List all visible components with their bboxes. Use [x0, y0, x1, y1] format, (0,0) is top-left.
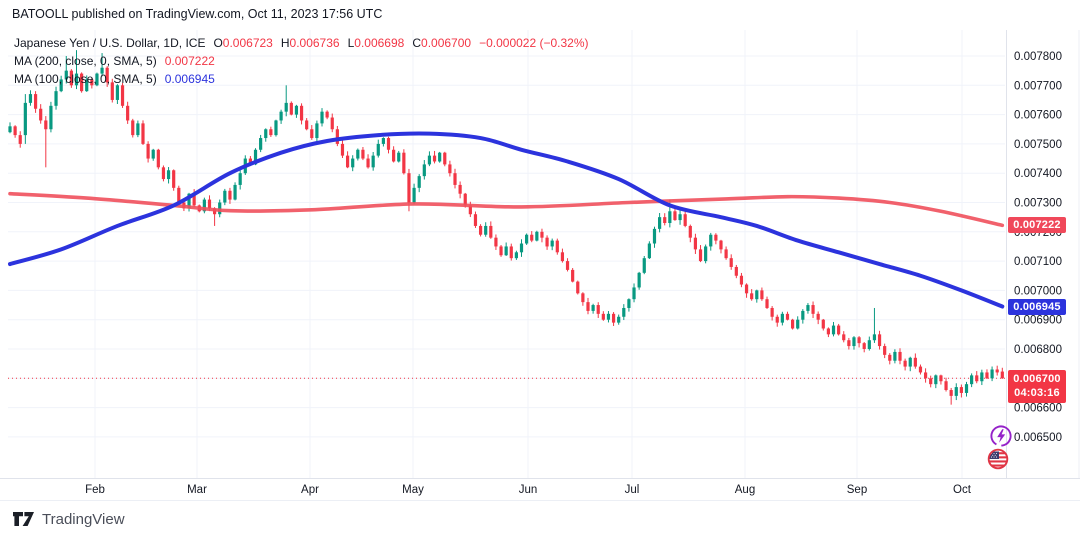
change-value: −0.000022 (−0.32%) — [479, 36, 589, 50]
high-value: 0.006736 — [289, 36, 340, 50]
svg-text:Oct: Oct — [953, 484, 972, 496]
svg-text:0.007800: 0.007800 — [1014, 51, 1062, 63]
svg-text:Jul: Jul — [625, 484, 640, 496]
svg-text:Apr: Apr — [301, 484, 319, 496]
chart-legend: Japanese Yen / U.S. Dollar, 1D, ICE O0.00… — [14, 34, 589, 88]
last-price-axis-badge: 0.006700 04:03:16 — [1008, 370, 1066, 404]
symbol-title[interactable]: Japanese Yen / U.S. Dollar, 1D, ICE — [14, 36, 206, 50]
svg-text:0.007300: 0.007300 — [1014, 198, 1062, 210]
svg-text:Feb: Feb — [85, 484, 105, 496]
ma200-value: 0.007222 — [164, 54, 215, 68]
ma100-value: 0.006945 — [164, 72, 215, 86]
tradingview-footer-link[interactable]: TradingView — [12, 511, 125, 528]
lightning-event-icon[interactable] — [989, 424, 1013, 448]
us-flag-event-icon[interactable] — [986, 447, 1010, 471]
legend-symbol-row[interactable]: Japanese Yen / U.S. Dollar, 1D, ICE O0.00… — [14, 34, 589, 52]
svg-text:0.007000: 0.007000 — [1014, 285, 1062, 297]
close-value: 0.006700 — [421, 36, 472, 50]
high-label: H — [280, 36, 290, 50]
svg-text:0.007700: 0.007700 — [1014, 80, 1062, 92]
svg-text:Aug: Aug — [735, 484, 755, 496]
svg-text:0.006500: 0.006500 — [1014, 432, 1062, 444]
svg-text:Mar: Mar — [187, 484, 207, 496]
low-label: L — [347, 36, 355, 50]
legend-ma200-row[interactable]: MA (200, close, 0, SMA, 5) 0.007222 — [14, 52, 589, 70]
svg-text:0.006900: 0.006900 — [1014, 315, 1062, 327]
open-value: 0.006723 — [222, 36, 273, 50]
ma200-label: MA (200, close, 0, SMA, 5) — [14, 54, 157, 68]
svg-text:0.007100: 0.007100 — [1014, 256, 1062, 268]
open-label: O — [213, 36, 223, 50]
bar-countdown: 04:03:16 — [1014, 387, 1060, 400]
svg-text:0.006600: 0.006600 — [1014, 403, 1062, 415]
last-price-value: 0.006700 — [1013, 373, 1061, 386]
tradingview-logo-icon — [13, 512, 34, 526]
svg-text:Sep: Sep — [847, 484, 867, 496]
svg-text:0.007600: 0.007600 — [1014, 110, 1062, 122]
svg-text:Jun: Jun — [519, 484, 538, 496]
legend-ma100-row[interactable]: MA (100, close, 0, SMA, 5) 0.006945 — [14, 70, 589, 88]
tradingview-brand-text: TradingView — [42, 511, 125, 528]
ma100-axis-badge: 0.006945 — [1008, 298, 1066, 315]
svg-text:0.007500: 0.007500 — [1014, 139, 1062, 151]
svg-text:0.007400: 0.007400 — [1014, 168, 1062, 180]
ma100-label: MA (100, close, 0, SMA, 5) — [14, 72, 157, 86]
svg-text:May: May — [402, 484, 424, 496]
attribution-text: BATOOLL published on TradingView.com, Oc… — [12, 7, 383, 21]
low-value: 0.006698 — [354, 36, 405, 50]
close-label: C — [412, 36, 422, 50]
svg-text:0.006800: 0.006800 — [1014, 344, 1062, 356]
ma200-axis-badge: 0.007222 — [1008, 217, 1066, 234]
